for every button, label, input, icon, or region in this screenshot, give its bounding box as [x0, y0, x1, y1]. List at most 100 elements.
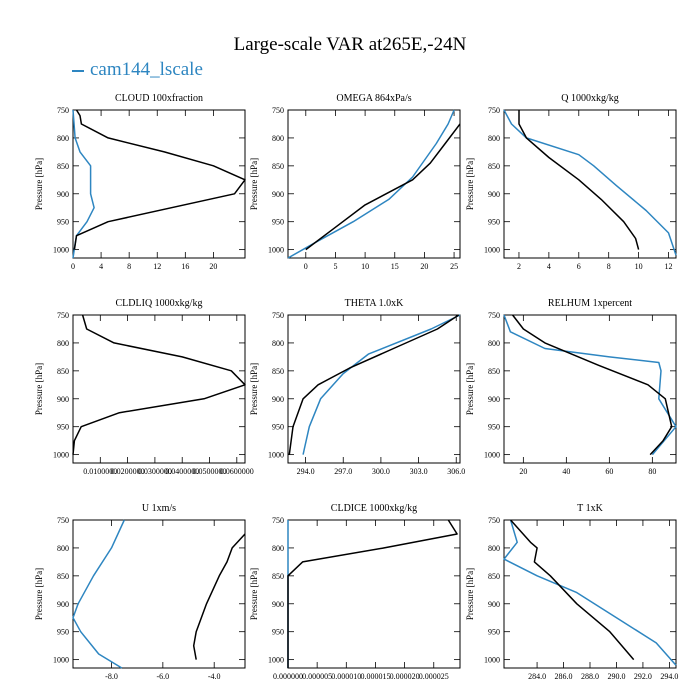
- x-tick-label: 40: [562, 467, 570, 476]
- x-tick-label: 306.0: [447, 467, 465, 476]
- y-tick-label: 900: [488, 190, 500, 199]
- x-tick-label: 0.0200000: [111, 467, 145, 476]
- x-tick-label: 8: [607, 262, 611, 271]
- plot-frame: [72, 519, 246, 669]
- x-tick-label: 20: [209, 262, 217, 271]
- panel-title: Q 1000xkg/kg: [561, 93, 619, 104]
- x-tick-label: 15: [391, 262, 399, 271]
- x-tick-label: 10: [635, 262, 643, 271]
- y-tick-label: 800: [272, 544, 284, 553]
- x-tick-label: 284.0: [528, 672, 546, 681]
- panel-5: THETA 1.0xK Pressure [hPa] 750 800 850 900 950…: [249, 298, 465, 476]
- series-line-black: [288, 314, 460, 455]
- x-tick-label: 0.000020: [390, 672, 420, 681]
- panel-6: RELHUM 1xpercent Pressure [hPa] 750 800 850 9…: [465, 298, 677, 476]
- y-tick-label: 1000: [484, 656, 500, 665]
- y-tick-label: 900: [272, 190, 284, 199]
- plot-frame: [287, 109, 461, 259]
- y-tick-label: 1000: [53, 451, 69, 460]
- legend: cam144_lscale: [72, 59, 203, 81]
- y-tick-label: 750: [488, 106, 500, 115]
- x-tick-label: 300.0: [372, 467, 390, 476]
- y-tick-label: 950: [272, 218, 284, 227]
- panel-2: OMEGA 864xPa/s Pressure [hPa] 750 800 850 900…: [249, 93, 461, 271]
- plot-frame: [503, 109, 677, 259]
- x-tick-label: 12: [665, 262, 673, 271]
- figure-title: Large-scale VAR at265E,-24N: [233, 34, 467, 55]
- x-tick-label: 0.000000: [273, 672, 303, 681]
- y-tick-label: 900: [272, 600, 284, 609]
- y-axis-label: Pressure [hPa]: [465, 158, 475, 210]
- y-tick-label: 1000: [53, 656, 69, 665]
- y-tick-label: 750: [488, 311, 500, 320]
- panel-3: Q 1000xkg/kg Pressure [hPa] 750 800 850 900 95…: [465, 93, 677, 271]
- panel-title: CLDICE 1000xkg/kg: [331, 503, 417, 514]
- y-tick-label: 850: [488, 162, 500, 171]
- series-line-black: [287, 519, 458, 668]
- plot-frame: [503, 314, 677, 464]
- x-tick-label: 80: [648, 467, 656, 476]
- panel-title: THETA 1.0xK: [345, 298, 404, 309]
- y-tick-label: 800: [57, 339, 69, 348]
- x-tick-label: 4: [547, 262, 551, 271]
- series-line-cam144-lscale: [287, 109, 455, 259]
- y-tick-label: 900: [272, 395, 284, 404]
- y-axis-label: Pressure [hPa]: [249, 158, 259, 210]
- x-tick-label: 0.000005: [302, 672, 332, 681]
- y-tick-label: 950: [488, 423, 500, 432]
- x-tick-label: 286.0: [555, 672, 573, 681]
- y-tick-label: 850: [272, 572, 284, 581]
- panel-title: CLDLIQ 1000xkg/kg: [116, 298, 203, 309]
- y-tick-label: 850: [57, 367, 69, 376]
- y-tick-label: 850: [57, 162, 69, 171]
- y-tick-label: 950: [57, 218, 69, 227]
- y-tick-label: 1000: [484, 451, 500, 460]
- x-tick-label: 10: [361, 262, 369, 271]
- x-tick-label: 20: [420, 262, 428, 271]
- series-line-black: [72, 314, 246, 455]
- y-tick-label: 1000: [268, 656, 284, 665]
- plot-frame: [287, 314, 461, 464]
- series-line-cam144-lscale: [503, 109, 677, 256]
- x-tick-label: 0: [71, 262, 75, 271]
- x-tick-label: 297.0: [334, 467, 352, 476]
- panel-title: CLOUD 100xfraction: [115, 93, 203, 104]
- series-line-cam144-lscale: [302, 314, 461, 455]
- y-tick-label: 900: [488, 395, 500, 404]
- y-tick-label: 750: [57, 106, 69, 115]
- y-tick-label: 750: [272, 311, 284, 320]
- y-tick-label: 1000: [268, 246, 284, 255]
- panel-title: OMEGA 864xPa/s: [336, 93, 411, 104]
- x-tick-label: 0.0600000: [220, 467, 254, 476]
- panel-title: RELHUM 1xpercent: [548, 298, 632, 309]
- x-tick-label: 0.000025: [419, 672, 449, 681]
- y-tick-label: 950: [272, 628, 284, 637]
- x-tick-label: 2: [517, 262, 521, 271]
- panel-title: T 1xK: [577, 503, 603, 514]
- x-tick-label: 292.0: [634, 672, 652, 681]
- panel-title: U 1xm/s: [142, 503, 176, 514]
- x-tick-label: 303.0: [410, 467, 428, 476]
- x-tick-label: -8.0: [105, 672, 118, 681]
- y-tick-label: 850: [57, 572, 69, 581]
- panel-9: T 1xK Pressure [hPa] 750 800 850 900 950 1000 28…: [465, 503, 678, 681]
- x-tick-label: 16: [181, 262, 189, 271]
- y-axis-label: Pressure [hPa]: [465, 363, 475, 415]
- x-tick-label: 6: [577, 262, 581, 271]
- y-axis-label: Pressure [hPa]: [34, 158, 44, 210]
- series-line-black: [518, 110, 640, 250]
- panel-7: U 1xm/s Pressure [hPa] 750 800 850 900 950 1000…: [34, 503, 246, 681]
- x-tick-label: 8: [127, 262, 131, 271]
- y-tick-label: 800: [488, 134, 500, 143]
- series-line-cam144-lscale: [503, 519, 677, 666]
- x-tick-label: 294.0: [297, 467, 315, 476]
- y-tick-label: 800: [488, 544, 500, 553]
- x-tick-label: 0.000015: [360, 672, 390, 681]
- x-tick-label: 0: [304, 262, 308, 271]
- x-tick-label: 4: [99, 262, 103, 271]
- series-line-black: [512, 314, 673, 456]
- x-tick-label: 20: [519, 467, 527, 476]
- y-tick-label: 950: [488, 218, 500, 227]
- series-line-black: [510, 519, 635, 661]
